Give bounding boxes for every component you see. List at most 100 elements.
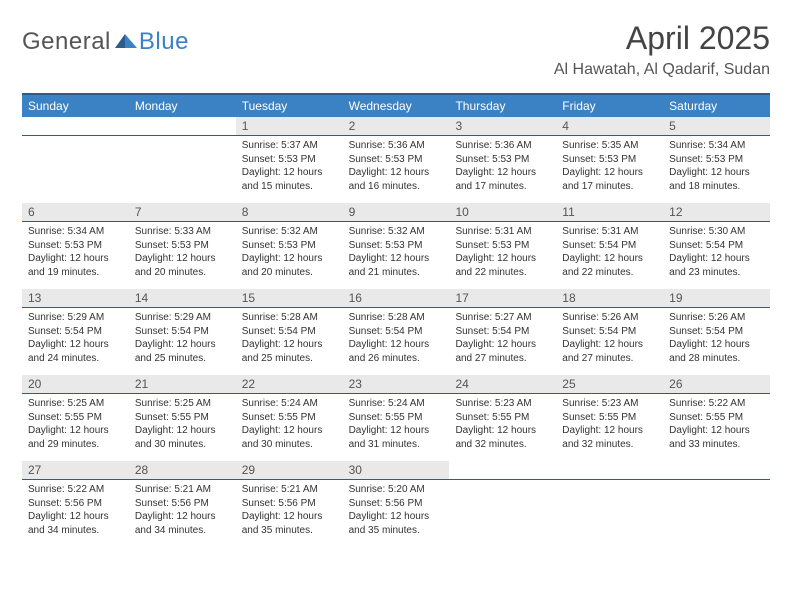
day-line: Sunset: 5:56 PM	[135, 497, 230, 511]
day-number: 12	[663, 203, 770, 221]
day-line: Sunset: 5:53 PM	[349, 153, 444, 167]
content-row: Sunrise: 5:29 AMSunset: 5:54 PMDaylight:…	[22, 308, 770, 375]
day-number: 2	[343, 117, 450, 135]
day-header: Saturday	[663, 95, 770, 117]
day-line: Daylight: 12 hours	[455, 338, 550, 352]
day-line: and 30 minutes.	[135, 438, 230, 452]
day-content	[663, 480, 770, 547]
day-line: Sunset: 5:55 PM	[669, 411, 764, 425]
day-line: Sunset: 5:54 PM	[349, 325, 444, 339]
day-content: Sunrise: 5:31 AMSunset: 5:53 PMDaylight:…	[449, 222, 556, 289]
day-line: and 34 minutes.	[135, 524, 230, 538]
day-line: Sunrise: 5:34 AM	[669, 139, 764, 153]
day-line: Sunrise: 5:29 AM	[28, 311, 123, 325]
day-content: Sunrise: 5:34 AMSunset: 5:53 PMDaylight:…	[663, 136, 770, 203]
day-line: Sunrise: 5:34 AM	[28, 225, 123, 239]
day-line: Sunrise: 5:32 AM	[349, 225, 444, 239]
day-line: Sunrise: 5:28 AM	[349, 311, 444, 325]
day-line: Daylight: 12 hours	[242, 166, 337, 180]
day-line: Daylight: 12 hours	[669, 424, 764, 438]
day-content: Sunrise: 5:23 AMSunset: 5:55 PMDaylight:…	[449, 394, 556, 461]
day-line: Sunset: 5:54 PM	[135, 325, 230, 339]
day-line: Sunrise: 5:21 AM	[135, 483, 230, 497]
day-number: 26	[663, 375, 770, 393]
day-line: Sunset: 5:54 PM	[562, 239, 657, 253]
day-content: Sunrise: 5:27 AMSunset: 5:54 PMDaylight:…	[449, 308, 556, 375]
day-content	[449, 480, 556, 547]
day-number: 4	[556, 117, 663, 135]
day-line: and 35 minutes.	[349, 524, 444, 538]
day-content: Sunrise: 5:22 AMSunset: 5:55 PMDaylight:…	[663, 394, 770, 461]
day-line: and 25 minutes.	[242, 352, 337, 366]
day-line: Sunset: 5:53 PM	[455, 153, 550, 167]
day-line: Daylight: 12 hours	[242, 510, 337, 524]
day-line: and 31 minutes.	[349, 438, 444, 452]
day-line: and 22 minutes.	[455, 266, 550, 280]
day-line: Sunset: 5:54 PM	[562, 325, 657, 339]
day-line: Sunset: 5:53 PM	[669, 153, 764, 167]
day-number: 7	[129, 203, 236, 221]
day-content: Sunrise: 5:33 AMSunset: 5:53 PMDaylight:…	[129, 222, 236, 289]
day-content: Sunrise: 5:36 AMSunset: 5:53 PMDaylight:…	[449, 136, 556, 203]
day-line: and 32 minutes.	[562, 438, 657, 452]
day-line: Daylight: 12 hours	[349, 510, 444, 524]
day-number: 3	[449, 117, 556, 135]
day-line: Sunrise: 5:22 AM	[669, 397, 764, 411]
day-header-row: SundayMondayTuesdayWednesdayThursdayFrid…	[22, 95, 770, 117]
day-number: 5	[663, 117, 770, 135]
day-line: and 29 minutes.	[28, 438, 123, 452]
day-line: Daylight: 12 hours	[28, 338, 123, 352]
daynum-row: 13141516171819	[22, 289, 770, 308]
day-line: Daylight: 12 hours	[562, 338, 657, 352]
logo: General Blue	[22, 20, 189, 56]
day-line: and 21 minutes.	[349, 266, 444, 280]
location-text: Al Hawatah, Al Qadarif, Sudan	[554, 61, 770, 79]
day-number: 22	[236, 375, 343, 393]
day-line: Sunset: 5:56 PM	[349, 497, 444, 511]
logo-text-blue: Blue	[139, 28, 189, 56]
day-number: 30	[343, 461, 450, 479]
day-line: and 27 minutes.	[455, 352, 550, 366]
day-line: Sunrise: 5:31 AM	[562, 225, 657, 239]
day-number: 19	[663, 289, 770, 307]
day-content	[129, 136, 236, 203]
day-header: Wednesday	[343, 95, 450, 117]
day-number	[22, 117, 129, 135]
day-line: Sunrise: 5:25 AM	[135, 397, 230, 411]
day-line: Sunset: 5:53 PM	[28, 239, 123, 253]
day-line: and 32 minutes.	[455, 438, 550, 452]
daynum-row: 20212223242526	[22, 375, 770, 394]
day-number: 24	[449, 375, 556, 393]
day-content: Sunrise: 5:34 AMSunset: 5:53 PMDaylight:…	[22, 222, 129, 289]
day-line: and 17 minutes.	[562, 180, 657, 194]
day-content: Sunrise: 5:36 AMSunset: 5:53 PMDaylight:…	[343, 136, 450, 203]
day-line: Sunset: 5:55 PM	[135, 411, 230, 425]
day-line: and 22 minutes.	[562, 266, 657, 280]
day-number	[663, 461, 770, 479]
day-line: Sunrise: 5:36 AM	[349, 139, 444, 153]
header-block: General Blue April 2025 Al Hawatah, Al Q…	[22, 20, 770, 79]
day-line: and 17 minutes.	[455, 180, 550, 194]
day-line: Sunrise: 5:31 AM	[455, 225, 550, 239]
day-number: 6	[22, 203, 129, 221]
day-line: and 15 minutes.	[242, 180, 337, 194]
day-line: and 26 minutes.	[349, 352, 444, 366]
day-line: Daylight: 12 hours	[349, 338, 444, 352]
day-line: Sunset: 5:53 PM	[562, 153, 657, 167]
day-line: Daylight: 12 hours	[242, 338, 337, 352]
day-line: and 19 minutes.	[28, 266, 123, 280]
day-line: Sunrise: 5:27 AM	[455, 311, 550, 325]
day-number	[129, 117, 236, 135]
day-line: Daylight: 12 hours	[562, 252, 657, 266]
day-number: 13	[22, 289, 129, 307]
day-line: Daylight: 12 hours	[28, 252, 123, 266]
day-content	[556, 480, 663, 547]
day-line: Sunset: 5:55 PM	[28, 411, 123, 425]
day-line: and 35 minutes.	[242, 524, 337, 538]
day-content: Sunrise: 5:29 AMSunset: 5:54 PMDaylight:…	[22, 308, 129, 375]
day-line: Sunset: 5:54 PM	[455, 325, 550, 339]
day-content	[22, 136, 129, 203]
day-line: Sunset: 5:53 PM	[242, 153, 337, 167]
day-line: Sunrise: 5:23 AM	[562, 397, 657, 411]
day-content: Sunrise: 5:30 AMSunset: 5:54 PMDaylight:…	[663, 222, 770, 289]
